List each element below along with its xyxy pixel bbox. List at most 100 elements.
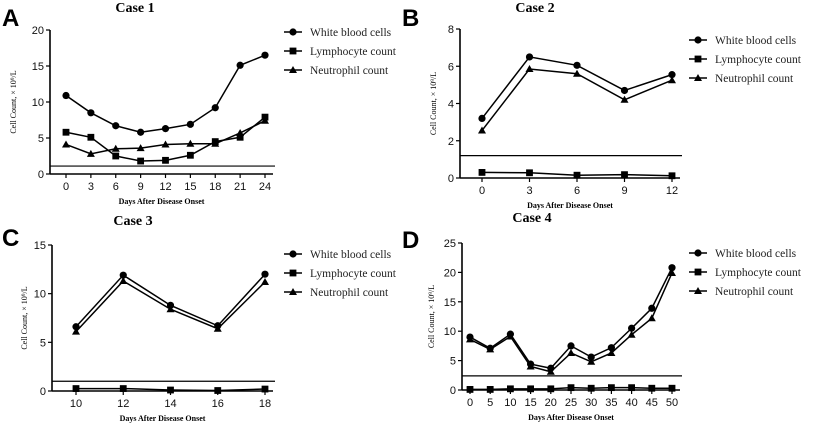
- legend-item: Lymphocyte count: [284, 46, 397, 58]
- x-tick-label: 40: [625, 397, 637, 409]
- data-point: [261, 116, 269, 124]
- x-tick-label: 21: [234, 181, 246, 193]
- x-tick-label: 3: [526, 185, 532, 197]
- x-tick-label: 10: [504, 397, 516, 409]
- series-white-blood-cells: [478, 53, 676, 122]
- x-tick-label: 16: [212, 398, 224, 410]
- data-point: [621, 171, 628, 179]
- data-point: [668, 264, 676, 272]
- y-axis-label: Cell Count, × 10⁹/L: [427, 285, 436, 348]
- circle-marker-icon: [694, 36, 702, 44]
- data-point: [587, 353, 595, 361]
- data-point: [62, 91, 70, 100]
- series-white-blood-cells: [62, 51, 269, 136]
- x-tick-label: 30: [585, 397, 597, 409]
- triangle-marker-icon: [694, 287, 702, 294]
- legend: White blood cells Lymphocyte count Neutrop…: [284, 27, 397, 77]
- circle-marker-icon: [289, 28, 297, 36]
- y-tick-label: 20: [32, 25, 44, 37]
- data-point: [137, 128, 145, 136]
- legend-item: Neutrophil count: [689, 286, 794, 298]
- circle-marker-icon: [289, 250, 297, 258]
- data-point: [186, 139, 195, 147]
- y-tick-label: 20: [444, 267, 456, 279]
- y-tick-label: 5: [38, 133, 44, 145]
- series-lymphocyte-count: [72, 385, 269, 394]
- data-point: [607, 348, 616, 356]
- data-point: [211, 104, 219, 112]
- data-point: [166, 305, 175, 313]
- data-point: [261, 385, 269, 393]
- x-axis-label: Days After Disease Onset: [120, 414, 206, 423]
- series-line: [65, 54, 266, 134]
- x-tick-label: 15: [184, 181, 196, 193]
- x-tick-label: 12: [159, 181, 171, 193]
- panel-d: D Case 4 0 5 10 15 20 25 0 5 10 15 20 25 30 35 40 45 50 Day…: [402, 211, 802, 422]
- circle-marker-icon: [694, 249, 702, 257]
- panel-b: B Case 2 0 2 4 6 8 0 3 6 9 12 Days After Disease Ons…: [402, 1, 802, 210]
- x-tick-label: 10: [70, 398, 82, 410]
- data-point: [507, 385, 514, 393]
- legend-item: Lymphocyte count: [284, 268, 397, 280]
- y-tick-label: 0: [450, 385, 456, 397]
- data-point: [478, 169, 486, 176]
- data-point: [161, 140, 170, 148]
- data-point: [236, 133, 244, 141]
- square-marker-icon: [289, 47, 297, 55]
- data-point: [668, 384, 676, 392]
- panel-a: A Case 1 0 5 10 15 20 0 3 6 9 12 15 18 21 24 Days After …: [2, 1, 397, 206]
- x-tick-label: 20: [545, 397, 557, 409]
- y-axis-label: Cell Count, × 10⁹/L: [429, 72, 438, 135]
- data-point: [486, 386, 494, 393]
- panel-letter: A: [2, 5, 19, 32]
- data-point: [62, 140, 70, 148]
- legend-item: White blood cells: [284, 249, 392, 261]
- x-tick-label: 6: [574, 185, 580, 197]
- data-point: [628, 324, 636, 332]
- data-point: [628, 384, 635, 392]
- legend-label: Lymphocyte count: [715, 267, 802, 279]
- data-point: [211, 139, 220, 147]
- x-tick-label: 14: [164, 398, 176, 410]
- data-point: [213, 324, 222, 332]
- data-point: [547, 385, 555, 393]
- series-lymphocyte-count: [466, 384, 676, 393]
- legend-item: Neutrophil count: [284, 287, 389, 299]
- data-point: [668, 172, 676, 180]
- x-tick-label: 12: [117, 398, 129, 410]
- square-marker-icon: [694, 268, 702, 276]
- legend-label: Neutrophil count: [715, 73, 794, 85]
- chart-title: Case 2: [515, 1, 554, 16]
- series-neutrophil-count: [72, 277, 269, 335]
- y-tick-label: 10: [34, 289, 46, 301]
- data-point: [506, 332, 515, 340]
- x-tick-label: 0: [467, 397, 473, 409]
- data-point: [478, 126, 486, 134]
- x-axis-label: Days After Disease Onset: [119, 197, 205, 206]
- data-point: [587, 384, 595, 392]
- legend-label: White blood cells: [310, 249, 392, 261]
- data-point: [668, 76, 676, 84]
- legend-label: Neutrophil count: [310, 287, 389, 299]
- y-tick-label: 0: [38, 169, 44, 181]
- data-point: [162, 156, 169, 164]
- series-line: [65, 116, 266, 162]
- data-point: [647, 314, 656, 322]
- data-point: [573, 69, 581, 77]
- legend-label: Neutrophil count: [715, 286, 794, 298]
- data-point: [112, 122, 120, 130]
- data-point: [567, 384, 575, 392]
- data-point: [136, 144, 145, 152]
- data-point: [87, 133, 95, 141]
- legend-item: Neutrophil count: [689, 73, 794, 85]
- data-point: [573, 61, 581, 69]
- series-neutrophil-count: [466, 268, 676, 375]
- data-point: [526, 169, 533, 177]
- legend-item: White blood cells: [689, 248, 797, 260]
- data-point: [627, 330, 636, 338]
- data-point: [62, 128, 70, 136]
- series-lymphocyte-count: [478, 169, 676, 180]
- data-point: [261, 51, 269, 59]
- x-tick-label: 9: [138, 181, 144, 193]
